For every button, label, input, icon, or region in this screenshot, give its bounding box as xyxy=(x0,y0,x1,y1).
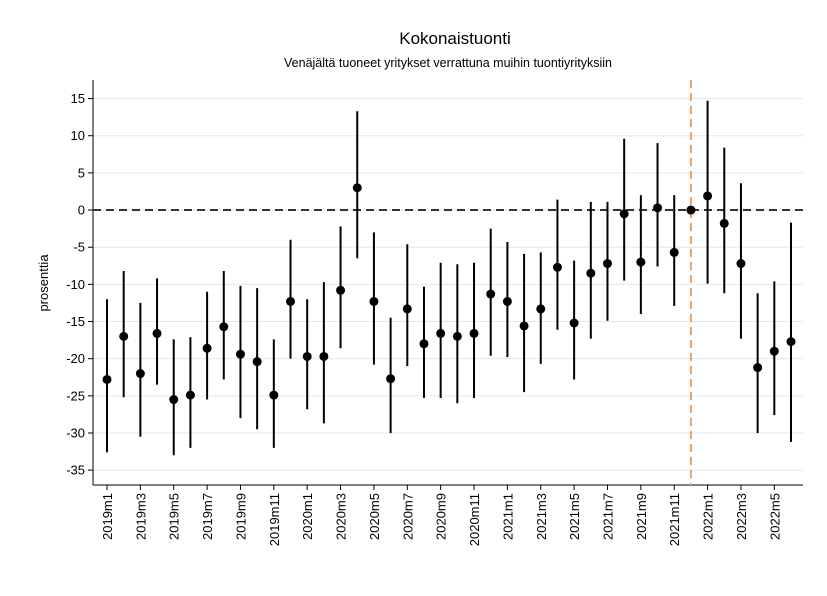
point xyxy=(202,343,212,353)
x-tick-label: 2021m11 xyxy=(667,493,682,546)
point xyxy=(286,296,296,306)
x-tick-label: 2021m9 xyxy=(634,493,649,540)
x-tick-label: 2021m5 xyxy=(567,493,582,540)
x-tick-label: 2019m1 xyxy=(100,493,115,540)
point xyxy=(653,203,663,213)
point xyxy=(185,390,195,400)
point xyxy=(152,328,162,338)
point xyxy=(486,289,496,299)
x-tick-label: 2021m1 xyxy=(500,493,515,540)
point xyxy=(569,318,579,328)
point xyxy=(302,351,312,361)
y-axis-label: prosenttia xyxy=(36,254,51,312)
point xyxy=(235,349,245,359)
point xyxy=(102,374,112,384)
x-tick-label: 2020m11 xyxy=(467,493,482,546)
point xyxy=(536,304,546,314)
x-tick-label: 2020m9 xyxy=(434,493,449,540)
point xyxy=(502,296,512,306)
y-tick-label: -5 xyxy=(73,240,85,255)
x-tick-label: 2019m3 xyxy=(133,493,148,540)
point xyxy=(786,337,796,347)
y-tick-label: 15 xyxy=(71,91,85,106)
point xyxy=(402,304,412,314)
x-tick-label: 2020m3 xyxy=(334,493,349,540)
point xyxy=(119,331,129,341)
x-tick-label: 2022m5 xyxy=(767,493,782,540)
y-tick-label: -25 xyxy=(66,388,85,403)
y-tick-label: 5 xyxy=(78,165,85,180)
point xyxy=(636,257,646,267)
x-tick-label: 2019m9 xyxy=(233,493,248,540)
point xyxy=(369,296,379,306)
y-tick-label: -15 xyxy=(66,314,85,329)
point xyxy=(252,357,262,367)
point xyxy=(602,259,612,269)
point xyxy=(769,346,779,356)
x-tick-label: 2022m3 xyxy=(734,493,749,540)
y-tick-label: -35 xyxy=(66,463,85,478)
x-tick-label: 2021m7 xyxy=(600,493,615,540)
chart-title: Kokonaistuonti xyxy=(399,29,511,48)
point xyxy=(352,183,362,193)
point xyxy=(452,331,462,341)
point xyxy=(669,247,679,257)
x-tick-label: 2020m7 xyxy=(400,493,415,540)
point xyxy=(703,191,713,201)
point xyxy=(719,218,729,228)
point xyxy=(319,351,329,361)
y-tick-label: -10 xyxy=(66,277,85,292)
point xyxy=(269,390,279,400)
x-tick-label: 2019m11 xyxy=(267,493,282,546)
y-tick-label: -30 xyxy=(66,425,85,440)
point xyxy=(736,259,746,269)
point xyxy=(469,328,479,338)
point xyxy=(586,268,596,278)
x-tick-label: 2022m1 xyxy=(701,493,716,540)
point xyxy=(753,363,763,373)
point xyxy=(169,395,179,405)
point xyxy=(135,369,145,379)
point xyxy=(436,328,446,338)
point xyxy=(619,209,629,219)
point xyxy=(219,322,229,332)
x-tick-label: 2019m5 xyxy=(167,493,182,540)
point xyxy=(686,205,696,215)
point xyxy=(519,321,529,331)
point xyxy=(386,374,396,384)
point xyxy=(419,339,429,349)
y-tick-label: -20 xyxy=(66,351,85,366)
point xyxy=(552,262,562,272)
x-tick-label: 2020m5 xyxy=(367,493,382,540)
x-tick-label: 2021m3 xyxy=(534,493,549,540)
x-tick-label: 2020m1 xyxy=(300,493,315,540)
chart-subtitle: Venäjältä tuoneet yritykset verrattuna m… xyxy=(284,56,612,70)
x-tick-label: 2019m7 xyxy=(200,493,215,540)
y-tick-label: 10 xyxy=(71,128,85,143)
point xyxy=(336,285,346,295)
y-tick-label: 0 xyxy=(78,203,85,218)
